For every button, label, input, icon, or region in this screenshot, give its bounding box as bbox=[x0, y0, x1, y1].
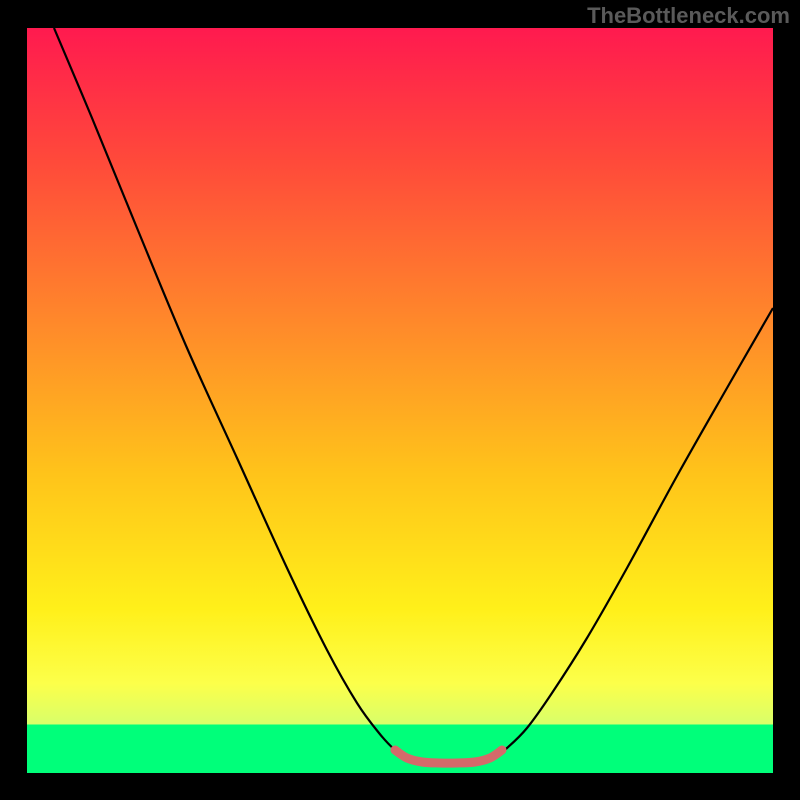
curve-layer bbox=[0, 0, 800, 800]
chart-container: TheBottleneck.com bbox=[0, 0, 800, 800]
flat-segment bbox=[395, 750, 502, 763]
bottleneck-curve bbox=[54, 28, 773, 763]
